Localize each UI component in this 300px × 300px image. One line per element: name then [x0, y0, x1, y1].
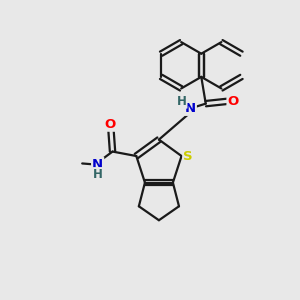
Text: O: O: [227, 95, 239, 108]
Text: N: N: [185, 102, 196, 115]
Text: N: N: [92, 158, 103, 171]
Text: O: O: [104, 118, 115, 131]
Text: H: H: [93, 168, 103, 181]
Text: H: H: [177, 95, 187, 108]
Text: S: S: [183, 149, 193, 163]
